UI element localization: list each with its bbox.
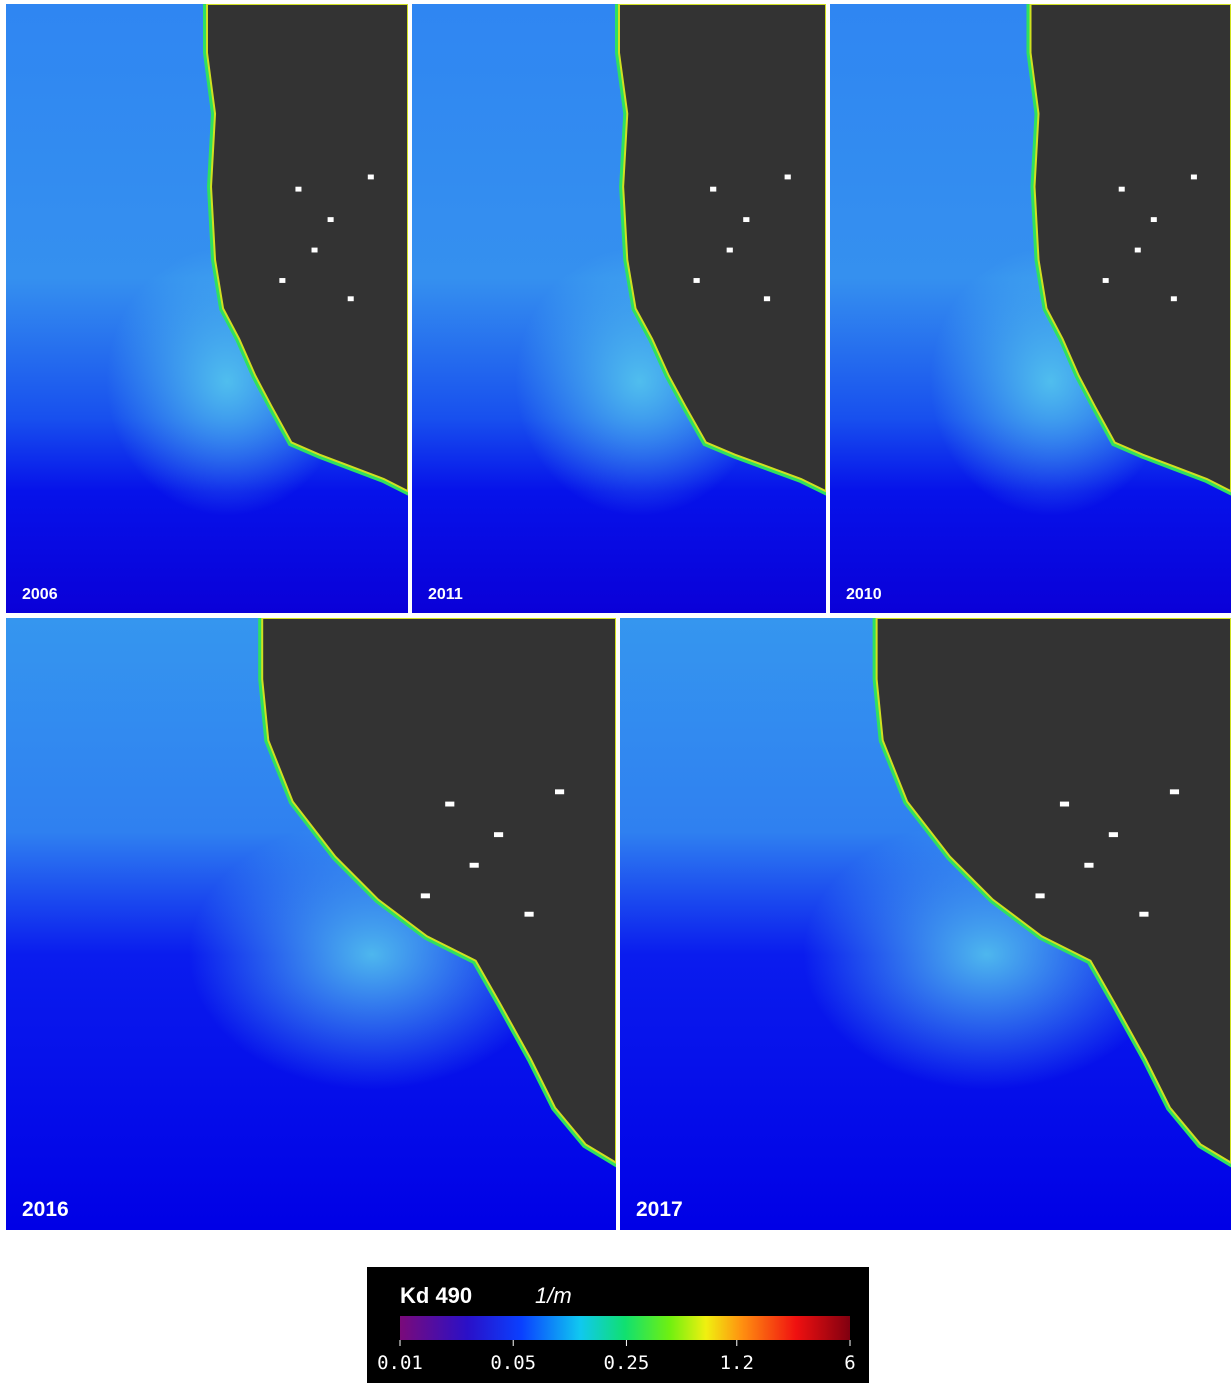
- lake: [1190, 174, 1197, 180]
- lake: [347, 296, 354, 302]
- colorbar-tick-label: 0.25: [604, 1352, 650, 1374]
- colorbar: Kd 490 1/m 0.01 0.05 0.25 1.2 6: [367, 1267, 869, 1383]
- lake: [1035, 893, 1045, 899]
- map-image: [620, 618, 1231, 1230]
- land: [877, 618, 1231, 1163]
- lake: [469, 862, 479, 868]
- colorbar-title: Kd 490: [400, 1283, 472, 1308]
- map-image: [830, 4, 1231, 613]
- year-label: 2017: [636, 1198, 683, 1221]
- colorbar-gradient: [400, 1316, 850, 1340]
- lake: [784, 174, 791, 180]
- lake: [1102, 278, 1109, 283]
- lake: [279, 278, 286, 283]
- colorbar-tick-label: 0.05: [490, 1352, 536, 1374]
- map-image: [6, 4, 408, 613]
- lake: [1108, 832, 1118, 838]
- map-image: [412, 4, 826, 613]
- lake: [726, 247, 733, 253]
- lake: [693, 278, 700, 283]
- land: [619, 4, 826, 491]
- land: [262, 618, 616, 1163]
- lake: [1170, 296, 1177, 302]
- lake: [367, 174, 374, 180]
- lake: [710, 186, 717, 192]
- lake: [524, 911, 534, 917]
- year-label: 2006: [22, 586, 58, 603]
- year-label: 2011: [428, 586, 463, 603]
- year-label: 2016: [22, 1198, 69, 1221]
- lake: [1139, 911, 1149, 917]
- lake: [1118, 186, 1125, 192]
- lake: [311, 247, 318, 253]
- map-panel: 2006: [6, 4, 408, 613]
- map-panel: 2011: [412, 4, 826, 613]
- lake: [445, 801, 455, 807]
- lake: [1084, 862, 1094, 868]
- lake: [1134, 247, 1141, 253]
- lake: [295, 186, 302, 192]
- colorbar-tick-label: 0.01: [377, 1352, 423, 1374]
- map-image: [6, 618, 616, 1230]
- map-panel: 2010: [830, 4, 1231, 613]
- lake: [555, 789, 565, 795]
- lake: [420, 893, 430, 899]
- lake: [1059, 801, 1070, 807]
- year-label: 2010: [846, 586, 882, 603]
- map-panel: 2016: [6, 618, 616, 1230]
- lake: [763, 296, 771, 302]
- land: [1031, 4, 1231, 491]
- lake: [743, 217, 750, 223]
- colorbar-unit: 1/m: [535, 1283, 572, 1308]
- lake: [1150, 217, 1157, 223]
- lake: [494, 832, 504, 838]
- map-panel: 2017: [620, 618, 1231, 1230]
- colorbar-tick-label: 1.2: [720, 1352, 754, 1374]
- lake: [327, 217, 334, 223]
- lake: [1169, 789, 1180, 795]
- colorbar-tick-label: 6: [844, 1352, 855, 1374]
- land: [207, 4, 408, 491]
